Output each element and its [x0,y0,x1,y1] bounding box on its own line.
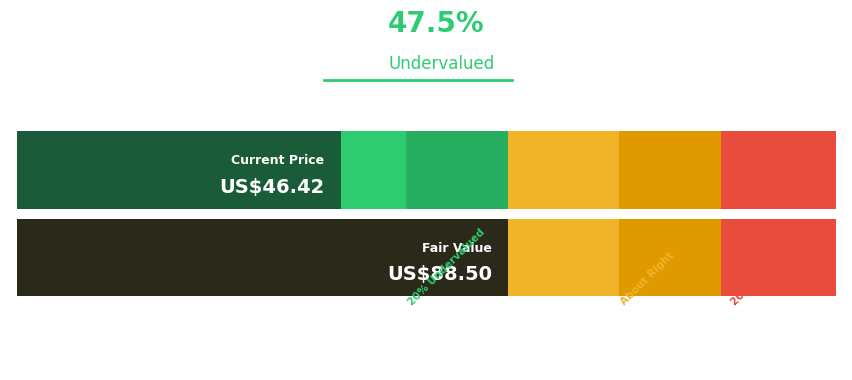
Bar [17,218,406,296]
Text: US$46.42: US$46.42 [219,178,324,197]
Text: Current Price: Current Price [231,154,324,167]
Text: 20% Undervalued: 20% Undervalued [406,227,486,307]
Bar [508,218,619,296]
Text: 47.5%: 47.5% [388,10,484,38]
Bar [721,131,835,209]
Bar [17,131,406,209]
Text: Undervalued: Undervalued [388,55,494,73]
Text: About Right: About Right [619,250,675,307]
Bar [619,218,721,296]
Text: Fair Value: Fair Value [422,242,492,255]
Bar [17,218,508,296]
Bar [17,131,340,209]
Bar [721,218,835,296]
Text: US$88.50: US$88.50 [387,265,492,284]
Text: 20% Overvalued: 20% Overvalued [728,233,803,307]
Bar [619,131,721,209]
Bar [406,131,508,209]
Bar [406,218,508,296]
Bar [508,131,619,209]
